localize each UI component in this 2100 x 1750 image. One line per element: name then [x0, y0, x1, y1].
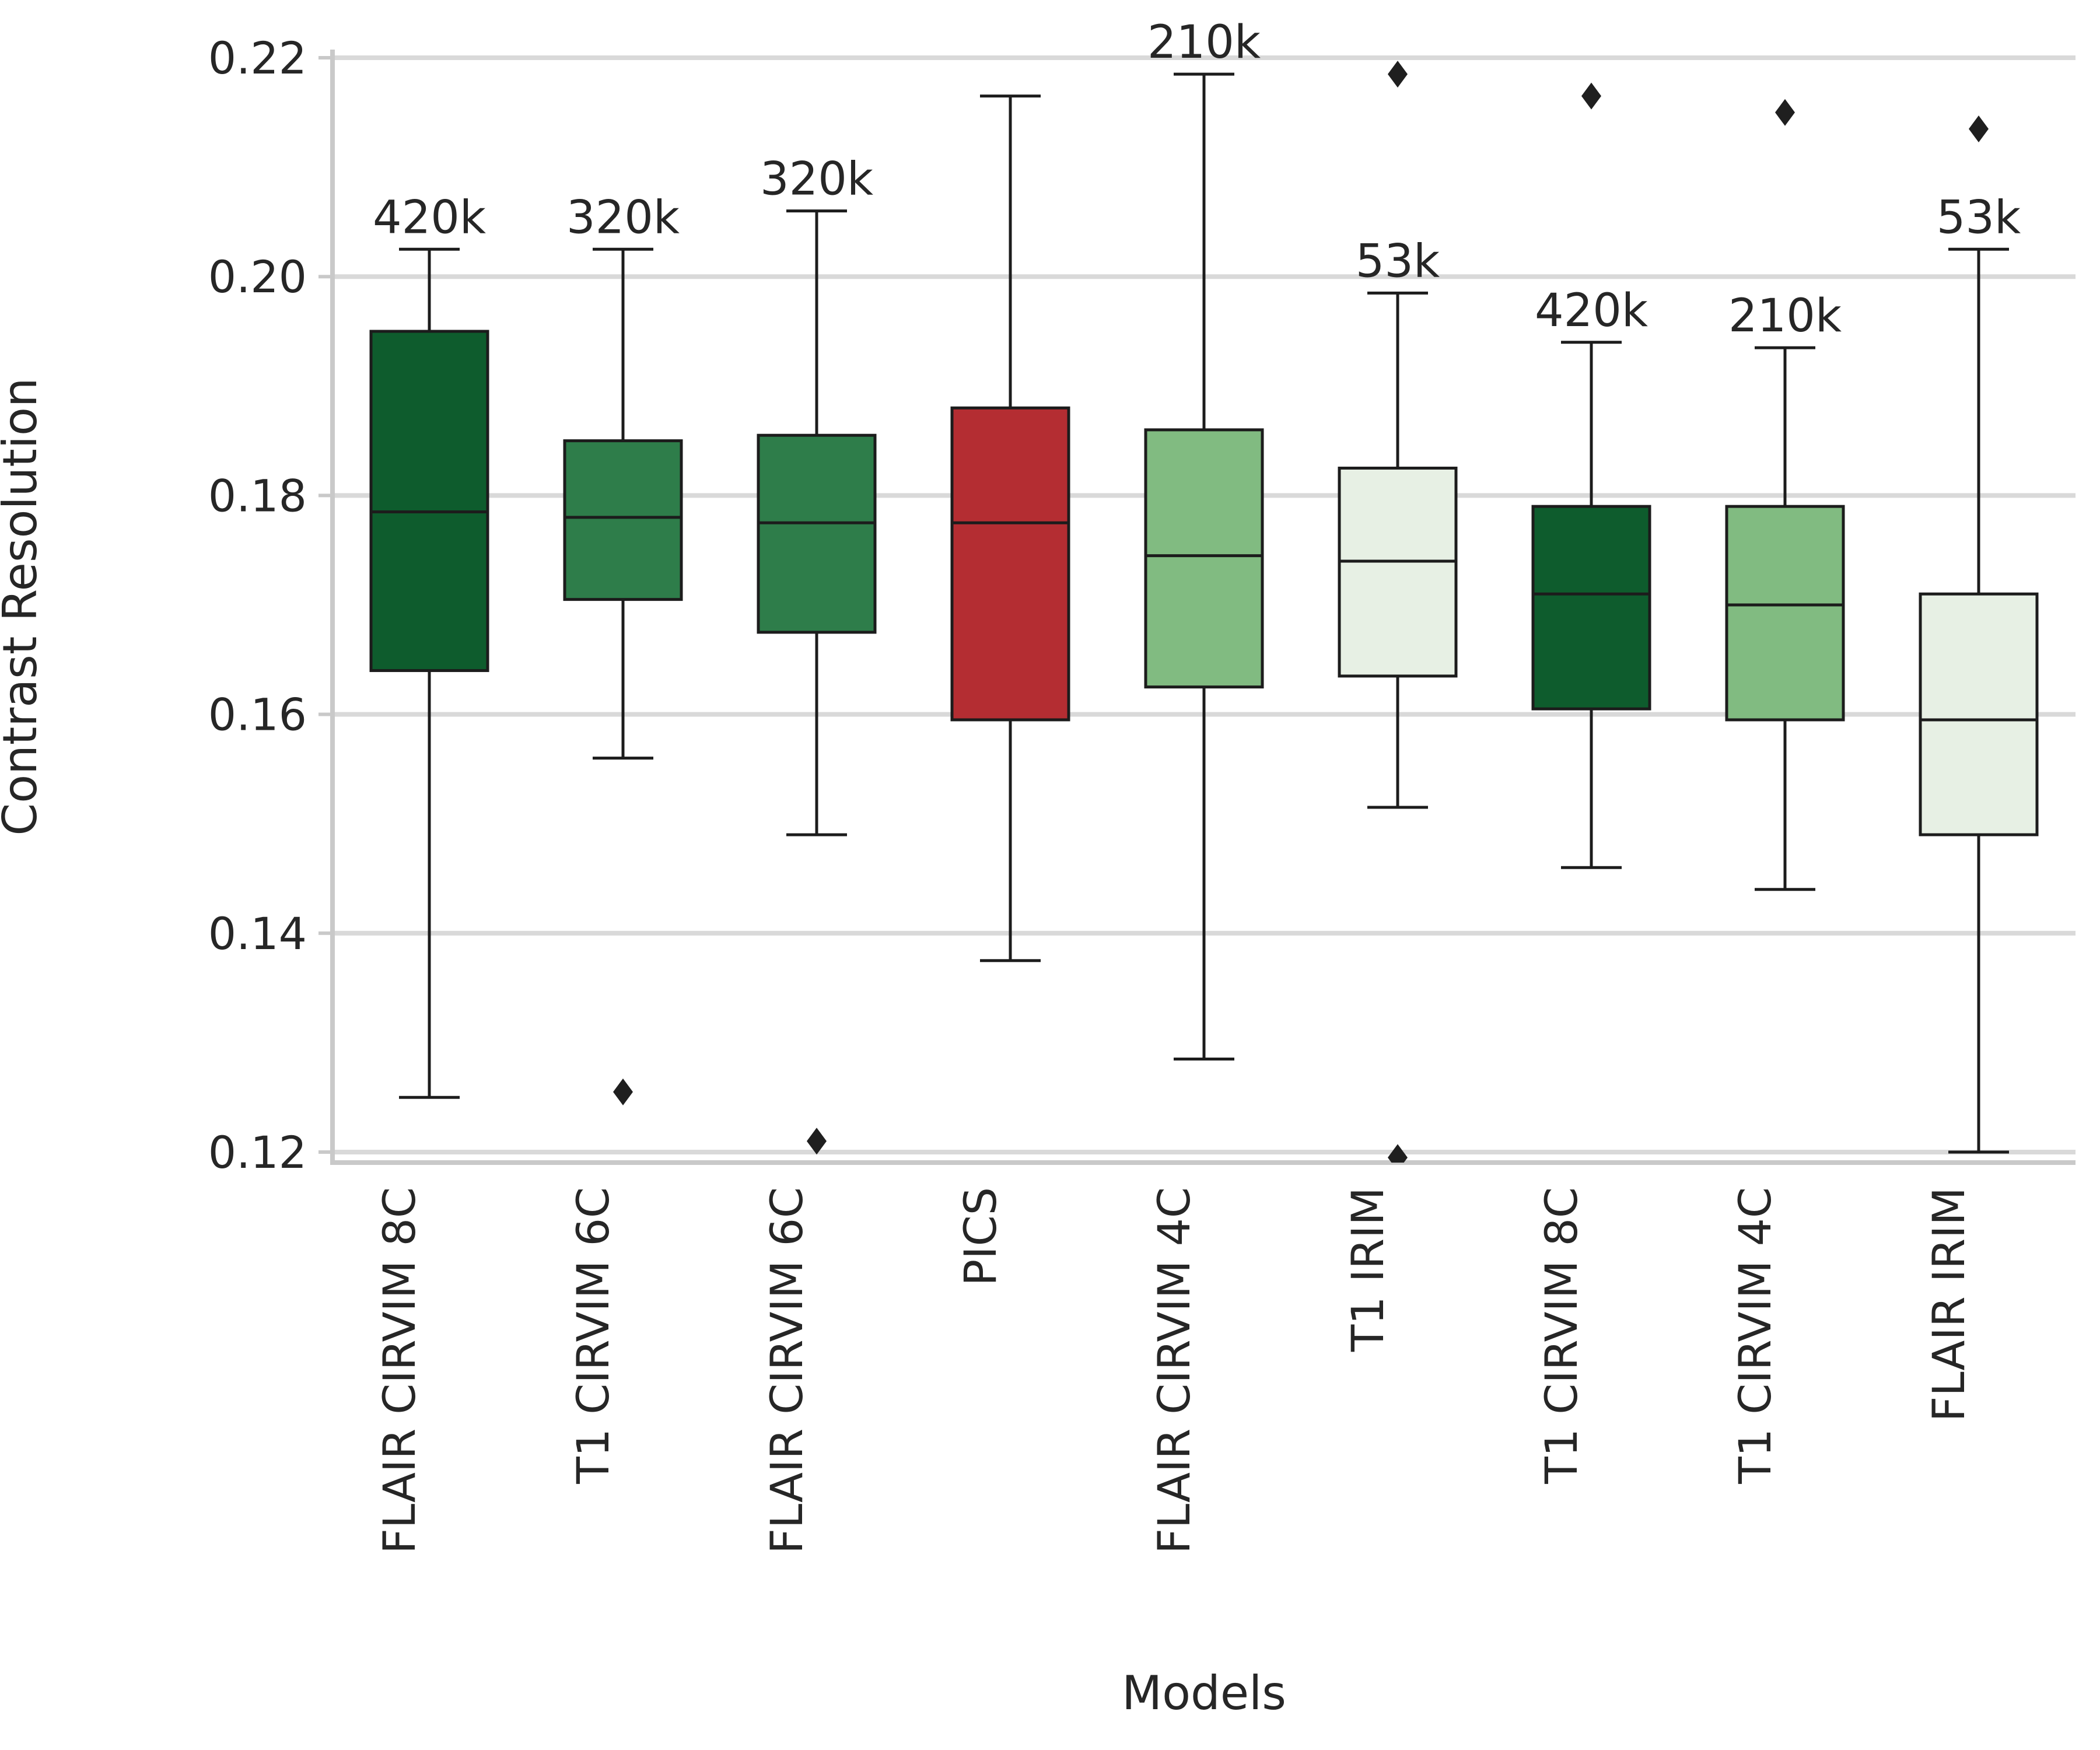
- x-tick-label: T1 IRIM: [1342, 1187, 1394, 1352]
- box-group: [369, 247, 489, 1099]
- outlier-diamond: [1388, 61, 1408, 88]
- y-tick-label: 0.14: [208, 908, 307, 960]
- box-group: [1144, 72, 1264, 1061]
- y-tick-label: 0.12: [208, 1126, 307, 1178]
- train-size-annotation: 53k: [1356, 235, 1440, 288]
- box-layer: [369, 72, 2039, 1154]
- x-tick-label: T1 CIRVIM 4C: [1729, 1187, 1781, 1485]
- y-tick-label: 0.18: [208, 470, 307, 522]
- y-tick-label: 0.16: [208, 689, 307, 741]
- iqr-box: [369, 330, 489, 673]
- iqr-box: [1919, 592, 2039, 836]
- iqr-box: [1531, 505, 1651, 710]
- iqr-box: [1725, 505, 1845, 722]
- train-size-annotation: 210k: [1728, 290, 1842, 342]
- iqr-box: [1144, 428, 1264, 689]
- train-size-annotation: 210k: [1147, 16, 1261, 69]
- iqr-box: [1338, 467, 1458, 678]
- outlier-diamond: [1969, 115, 1989, 142]
- x-tick-label: FLAIR CIRVIM 8C: [373, 1187, 425, 1554]
- x-tick-label: PICS: [954, 1187, 1006, 1286]
- box-group: [563, 247, 683, 760]
- x-tick-label: FLAIR IRIM: [1923, 1187, 1975, 1422]
- train-size-annotation: 320k: [566, 191, 680, 244]
- x-tick-label: FLAIR CIRVIM 4C: [1148, 1187, 1200, 1554]
- x-tick-label: T1 CIRVIM 8C: [1535, 1187, 1587, 1485]
- train-size-annotation: 420k: [1535, 285, 1648, 337]
- outlier-diamond: [1581, 82, 1601, 110]
- x-tick-label: FLAIR CIRVIM 6C: [761, 1187, 813, 1554]
- axes-spines: [330, 50, 2076, 1165]
- outlier-diamond: [613, 1078, 633, 1105]
- tick-label-layer: 0.12 0.14 0.16 0.18 0.20 0.22 FLAIR CIRVIM 8C T…: [208, 32, 1975, 1554]
- train-size-annotation: 53k: [1937, 191, 2021, 244]
- y-axis-title: Contrast Resolution: [0, 377, 47, 835]
- outlier-diamond: [807, 1128, 827, 1155]
- train-size-annotation: 420k: [373, 191, 486, 244]
- x-tick-label: T1 CIRVIM 6C: [567, 1187, 619, 1485]
- x-axis-title: Models: [1122, 1666, 1286, 1720]
- box-group: [757, 209, 877, 836]
- y-tick-label: 0.20: [208, 251, 307, 303]
- annotation-layer: 420k 320k 320k 210k 53k 420k 210k 53k: [373, 16, 2021, 342]
- iqr-box: [950, 406, 1070, 722]
- iqr-box: [757, 433, 877, 634]
- train-size-annotation: 320k: [760, 153, 873, 206]
- box-group: [1919, 247, 2039, 1154]
- iqr-box: [563, 439, 683, 601]
- outlier-diamond: [1775, 99, 1795, 126]
- box-group: [1338, 291, 1458, 809]
- outlier-layer: [613, 61, 1989, 1163]
- box-group: [950, 94, 1070, 963]
- outlier-diamond: [1388, 1144, 1408, 1163]
- box-group: [1531, 341, 1651, 869]
- y-tick-label: 0.22: [208, 32, 307, 84]
- box-group: [1725, 346, 1845, 891]
